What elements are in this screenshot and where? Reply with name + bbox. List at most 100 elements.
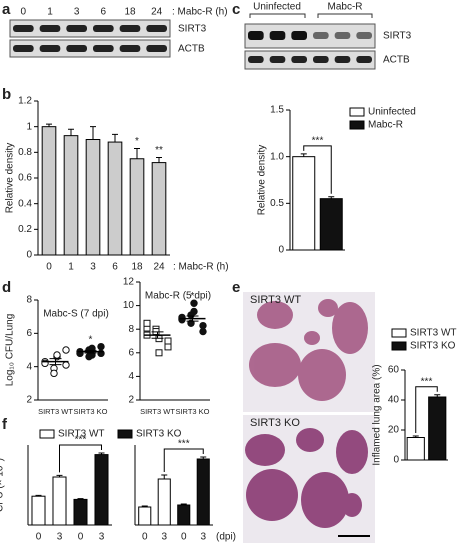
lung-tissue <box>249 299 368 401</box>
y-tick-label: 20 <box>388 425 400 436</box>
blot-band <box>248 31 264 40</box>
significance: *** <box>312 136 324 147</box>
group-label: Uninfected <box>253 2 301 13</box>
lane-label: 3 <box>74 7 80 18</box>
significance: *** <box>421 376 433 387</box>
y-tick-label: 1.2 <box>18 96 32 107</box>
y-tick-label: 8 <box>128 324 134 335</box>
error-bar <box>77 498 84 500</box>
point <box>62 346 70 354</box>
row-label: ACTB <box>178 44 205 55</box>
legend-label: SIRT3 WT <box>58 429 104 440</box>
legend-label: SIRT3 KO <box>410 341 456 352</box>
y-tick-label: 0 <box>393 455 399 466</box>
bar <box>73 498 88 526</box>
y-tick-label: 0.5 <box>270 198 284 209</box>
point <box>187 319 195 327</box>
blot-band <box>291 31 307 40</box>
error-bar <box>134 147 140 159</box>
blot-frame <box>9 19 171 38</box>
y-tick-label: 4 <box>26 361 32 372</box>
x-tick-label: 3 <box>57 532 63 543</box>
blot-c <box>244 13 376 70</box>
lane-axis: : Mabc-R (h) <box>172 7 228 18</box>
lane-label: 24 <box>151 7 163 18</box>
x-tick-label: SIRT3 WT <box>38 407 73 416</box>
lane-label: 1 <box>47 7 53 18</box>
x-tick-label: 0 <box>142 532 148 543</box>
point <box>155 349 163 357</box>
x-tick-label: SIRT3 KO <box>73 407 107 416</box>
error-bar <box>180 503 187 505</box>
error-bar <box>300 153 307 157</box>
y-tick-label: 0.2 <box>18 224 32 235</box>
y-axis-label: CFU (× 10⁴) <box>0 458 6 512</box>
bar <box>319 198 343 251</box>
sem-bar <box>151 331 164 339</box>
x-axis-label: : Mabc-R (h) <box>173 262 229 273</box>
blot-band <box>334 32 351 39</box>
point <box>53 351 61 359</box>
blot-band <box>356 32 372 39</box>
point <box>62 361 70 369</box>
legend-swatch <box>391 328 407 338</box>
x-tick-label: 0 <box>46 262 52 273</box>
chart-title: Mabc-R (5 dpi) <box>145 291 211 302</box>
y-tick-label: 0 <box>278 245 284 256</box>
error-bar <box>35 494 42 497</box>
blot-band <box>39 45 61 52</box>
error-bar <box>328 196 335 199</box>
row-label: ACTB <box>383 55 410 66</box>
point <box>143 319 151 327</box>
significance: * <box>135 136 139 147</box>
y-tick-label: 10 <box>123 300 135 311</box>
x-tick-label: 3 <box>90 262 96 273</box>
x-tick-label: 3 <box>200 532 206 543</box>
bracket <box>415 386 438 433</box>
x-axis-label: (dpi) <box>216 532 236 543</box>
error-bar <box>200 456 207 459</box>
blot-frame <box>244 50 376 70</box>
legend-swatch <box>117 429 133 439</box>
chart-title: Mabc-S (7 dpi) <box>43 309 109 320</box>
sem-bar <box>49 358 62 366</box>
blot-a <box>9 19 171 58</box>
blot-band <box>313 56 329 63</box>
bar <box>52 476 67 526</box>
point <box>187 311 195 319</box>
blot-band <box>146 45 167 52</box>
lung-images <box>243 292 375 543</box>
y-tick-label: 0.8 <box>18 147 32 158</box>
bar <box>428 396 447 461</box>
bar <box>157 478 171 526</box>
group-label: Mabc-R <box>327 2 362 13</box>
y-tick-label: 8 <box>26 295 32 306</box>
lane-label: 6 <box>101 7 107 18</box>
y-tick-label: 40 <box>388 395 400 406</box>
blot-band <box>269 56 286 63</box>
blot-band <box>334 56 351 63</box>
bar <box>406 437 425 461</box>
bar <box>31 495 46 526</box>
bracket <box>59 444 102 473</box>
panel-label: a <box>2 1 11 18</box>
sem-bar <box>186 315 199 322</box>
point <box>199 321 207 330</box>
lane-label: 18 <box>124 7 136 18</box>
bar <box>196 458 210 526</box>
error-bar <box>434 394 441 397</box>
image-label: SIRT3 WT <box>250 294 301 306</box>
legend-label: SIRT3 WT <box>410 328 456 339</box>
point <box>85 352 93 361</box>
panel-label: c <box>232 1 240 18</box>
blot-band <box>146 25 167 32</box>
y-axis-label: Log₁₀ CFU/Lung <box>5 314 16 387</box>
y-tick-label: 2 <box>26 395 32 406</box>
y-tick-label: 1 <box>26 121 32 132</box>
bar <box>63 135 79 256</box>
legend-label: Mabc-R <box>368 120 403 131</box>
y-tick-label: 60 <box>388 365 400 376</box>
x-tick-label: 0 <box>78 532 84 543</box>
y-tick-label: 6 <box>26 328 32 339</box>
